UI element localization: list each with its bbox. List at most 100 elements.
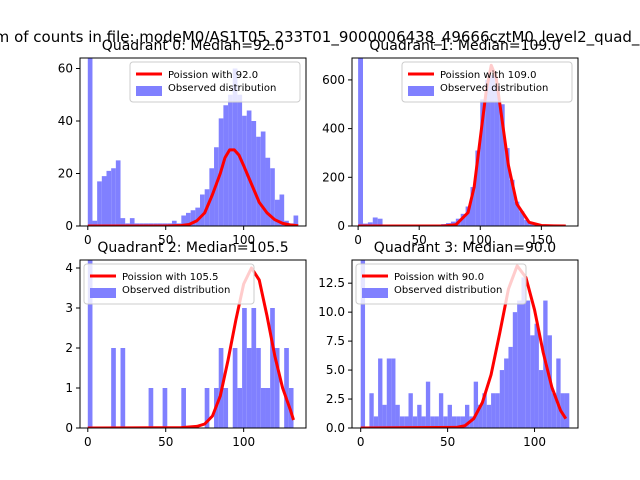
legend-label: Observed distribution xyxy=(394,285,502,296)
histogram-bar xyxy=(391,358,396,428)
x-tick-label: 50 xyxy=(412,233,427,247)
histogram-bar xyxy=(470,187,476,226)
histogram-bar xyxy=(367,222,373,226)
legend-bar-swatch xyxy=(362,288,388,298)
plot-area xyxy=(87,58,299,226)
subplot-title: Quadrant 3: Median=90.0 xyxy=(374,240,556,256)
y-tick-label: 4 xyxy=(65,261,73,275)
axes-frame xyxy=(79,259,307,429)
x-tick-label: 100 xyxy=(523,435,546,449)
legend-label: Poission with 92.0 xyxy=(168,70,258,81)
histogram-bar xyxy=(120,348,126,428)
histogram-bar xyxy=(232,348,238,428)
histogram-bar xyxy=(443,416,448,428)
histogram-bar xyxy=(499,370,505,428)
histogram-bar xyxy=(92,220,98,226)
histogram-bar xyxy=(465,206,471,226)
histogram-bar xyxy=(447,404,452,428)
histogram-bar xyxy=(451,416,457,428)
legend: Poission with 90.0 Observed distribution xyxy=(355,263,527,305)
x-tick-label: 0 xyxy=(84,435,92,449)
subplot-quadrant-1: 0 50 100 150 0 200 400 600 Quadrant 1: Median=10… xyxy=(322,38,579,247)
histogram-bar xyxy=(504,148,510,226)
histogram-bar xyxy=(519,211,525,226)
histogram-bar xyxy=(417,404,422,428)
subplot-quadrant-0: 0 50 100 0 20 40 60 Quadrant 0: Median=92.0 Pois… xyxy=(58,38,307,247)
legend-bar-swatch xyxy=(408,86,434,96)
histogram-bar xyxy=(517,300,522,428)
legend: Poission with 105.5 Observed distribution xyxy=(83,263,255,305)
x-tick-label: 100 xyxy=(469,233,492,247)
histogram-bar xyxy=(129,218,135,226)
histogram-bar xyxy=(486,404,492,428)
legend-box xyxy=(401,61,573,103)
legend-label: Poission with 90.0 xyxy=(394,272,484,283)
histogram-bar xyxy=(495,393,500,428)
histogram-bar xyxy=(382,404,387,428)
histogram-bar xyxy=(494,84,500,226)
histogram-bar xyxy=(360,260,366,428)
subplot-title: Quadrant 1: Median=109.0 xyxy=(369,38,560,54)
histogram-bar xyxy=(521,277,526,428)
histogram-bar xyxy=(204,388,210,428)
histogram-bar xyxy=(534,323,539,428)
histogram-bar xyxy=(190,210,196,226)
histogram-bar xyxy=(509,179,515,226)
legend: Poission with 92.0 Observed distribution xyxy=(129,61,301,103)
histogram-bar xyxy=(270,168,275,226)
histogram-bar xyxy=(195,207,201,226)
histogram-bar xyxy=(372,217,378,226)
histogram-bar xyxy=(378,358,383,428)
histogram-bar xyxy=(480,99,486,226)
histogram-bar xyxy=(223,105,229,226)
y-tick-label: 400 xyxy=(322,122,345,136)
histogram-bar xyxy=(551,393,557,428)
histogram-bar xyxy=(508,346,513,428)
histogram-bar xyxy=(200,194,205,226)
histogram-bar xyxy=(386,358,392,428)
histogram-bar xyxy=(478,404,483,428)
histogram-bar xyxy=(115,160,121,226)
histogram-bar xyxy=(223,388,229,428)
histogram-bar xyxy=(490,75,495,226)
y-tick-label: 0 xyxy=(65,421,73,435)
axes-frame xyxy=(351,259,579,429)
histogram-bar xyxy=(256,136,261,226)
histogram-bar xyxy=(425,381,431,428)
histogram-bar xyxy=(504,358,509,428)
histogram-bar xyxy=(525,300,531,428)
histogram-bar xyxy=(529,223,535,226)
histogram-bar xyxy=(265,388,271,428)
histogram-bar xyxy=(369,393,374,428)
x-tick-label: 100 xyxy=(232,233,255,247)
x-tick-label: 50 xyxy=(158,233,173,247)
histogram-bar xyxy=(421,416,426,428)
histogram-bar xyxy=(499,104,505,226)
histogram-bar xyxy=(456,416,461,428)
histogram-bar xyxy=(260,131,266,226)
histogram-bar xyxy=(246,348,252,428)
x-tick-label: 150 xyxy=(530,233,553,247)
histogram-bar xyxy=(284,348,289,428)
subplot-quadrant-2: 0 50 100 0 1 2 3 4 Quadrant 2: Median=105.5 Poiss… xyxy=(65,240,307,449)
y-tick-label: 2 xyxy=(65,341,73,355)
legend-bar-swatch xyxy=(136,86,162,96)
legend: Poission with 109.0 Observed distribution xyxy=(401,61,573,103)
histogram-bar xyxy=(232,68,238,226)
histogram-bar xyxy=(491,393,496,428)
y-tick-label: 1 xyxy=(65,381,73,395)
legend-label: Observed distribution xyxy=(440,83,548,94)
figure-suptitle: Histogram of counts in file: modeM0/AS1T… xyxy=(0,28,640,47)
legend-box xyxy=(83,263,255,305)
histogram-bar xyxy=(512,312,518,428)
histogram-bar xyxy=(408,393,413,428)
histogram-bar xyxy=(181,215,186,226)
histogram-bar xyxy=(251,308,257,428)
subplot-title: Quadrant 0: Median=92.0 xyxy=(102,38,284,54)
y-tick-label: 12.5 xyxy=(318,276,345,290)
histogram-bar xyxy=(242,308,247,428)
y-tick-label: 200 xyxy=(322,170,345,184)
y-tick-label: 2.5 xyxy=(326,392,345,406)
x-tick-label: 50 xyxy=(440,435,455,449)
